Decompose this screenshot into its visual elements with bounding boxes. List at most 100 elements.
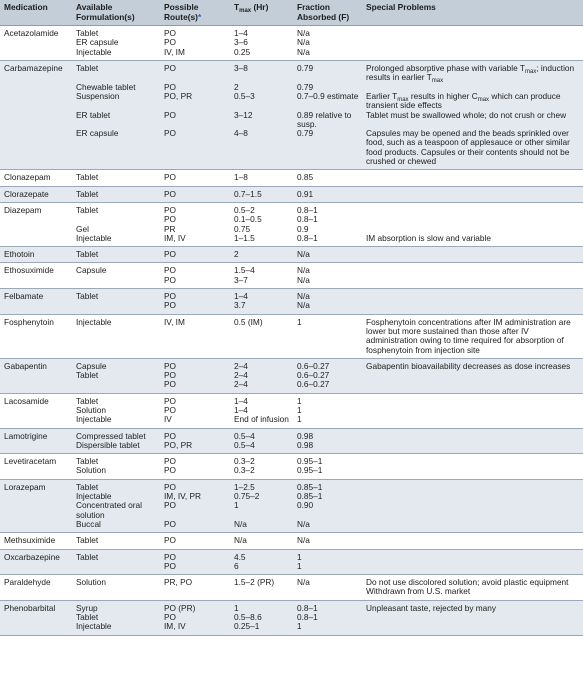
route: PO xyxy=(160,275,230,290)
route: PO xyxy=(160,466,230,480)
table-row: Suspension PO, PR 0.5–3 0.7–0.9 estimate Ear… xyxy=(0,91,583,111)
special-problems xyxy=(362,246,583,264)
formulation: Solution xyxy=(76,577,106,588)
table-row: Injectable IM, IV, PR 0.75–2 0.85–1 xyxy=(0,491,583,502)
fraction-absorbed: 0.95–1 xyxy=(293,466,362,480)
table-row: Chewable tablet PO 2 0.79 xyxy=(0,82,583,92)
drug-group: Ethotoin Tablet PO 2 N/a xyxy=(0,246,583,264)
special-problems xyxy=(362,275,583,290)
tmax: 6 xyxy=(230,561,293,576)
route: PO xyxy=(160,301,230,315)
table-row: PO 0.1–0.5 0.8–1 xyxy=(0,214,583,225)
fraction-absorbed: 1 xyxy=(293,549,362,562)
medication: Carbamazepine xyxy=(0,60,72,171)
subscript: max xyxy=(477,96,490,103)
route: PO xyxy=(160,370,230,381)
route: PO xyxy=(160,129,230,171)
special-problems xyxy=(362,492,583,502)
tmax: 0.25 xyxy=(230,47,293,62)
formulation: Tablet xyxy=(76,28,99,39)
text-segment: ; induction results in earlier T xyxy=(366,63,575,83)
table-row: Solution PO 1–4 1 xyxy=(0,405,583,415)
special-problems xyxy=(362,38,583,47)
route: PO xyxy=(160,358,230,372)
header-cell: Fraction Absorbed (F) xyxy=(293,0,362,27)
fraction-absorbed: 0.8–1 xyxy=(297,214,318,225)
tmax: 1.5–2 (PR) xyxy=(234,577,275,588)
formulation xyxy=(72,561,160,576)
table-row: Tablet PO 2–4 0.6–0.27 xyxy=(0,370,583,381)
route: PR, PO xyxy=(164,577,193,588)
table-row: Concentrated oral solution PO 1 0.90 xyxy=(0,501,583,520)
fraction-absorbed: 0.95–1 xyxy=(297,456,323,467)
table-row: Tablet PO 0.5–8.6 0.8–1 xyxy=(0,612,583,623)
special-problems: Tablet must be swallowed whole; do not c… xyxy=(362,110,583,130)
route: PO xyxy=(164,395,176,406)
table-header: Medication Available Formulation(s) Poss… xyxy=(0,0,583,27)
fraction-absorbed: 0.79 xyxy=(293,82,362,92)
route: PO, PR xyxy=(160,91,230,111)
formulation: Chewable tablet xyxy=(72,82,160,92)
formulation: Tablet xyxy=(72,169,160,187)
medication: Phenobarbital xyxy=(0,600,72,636)
table-row: Buccal PO N/a N/a xyxy=(0,519,583,534)
medication: Felbamate xyxy=(0,288,72,315)
tmax: 4.5 xyxy=(230,549,293,562)
formulation: Injectable xyxy=(72,415,160,429)
tmax: 2–4 xyxy=(230,358,293,372)
fraction-absorbed: 0.6–0.27 xyxy=(293,370,362,381)
table-row: Methsuximide Tablet PO N/a N/a xyxy=(0,532,583,550)
route: IM, IV xyxy=(160,233,230,248)
fraction-absorbed: 1 xyxy=(293,415,362,429)
table-row: Lamotrigine Compressed tablet PO 0.5–4 0.98 xyxy=(0,428,583,455)
formulation: Tablet xyxy=(72,370,160,381)
route: PO xyxy=(164,214,176,225)
special-problems xyxy=(362,501,583,520)
drug-group: Levetiracetam Tablet PO 0.3–2 0.95–1 Solution… xyxy=(0,453,583,480)
fraction-absorbed: 0.8–1 xyxy=(293,612,362,623)
drug-group: Ethosuximide Capsule PO 1.5–4 N/a PO 3–7 N/a xyxy=(0,262,583,290)
table-row: Felbamate Tablet PO 1–4 N/a xyxy=(0,288,583,315)
table-row: Solution PO 0.3–2 0.95–1 xyxy=(0,466,583,480)
header-cell: Medication xyxy=(0,0,72,27)
header-text: (Hr) xyxy=(251,2,269,12)
route: PO (PR) xyxy=(160,600,230,614)
medication: Ethosuximide xyxy=(0,262,72,290)
table-row: Ethosuximide Capsule PO 1.5–4 N/a xyxy=(0,262,583,290)
formulation xyxy=(72,301,160,315)
medication: Gabapentin xyxy=(0,358,72,394)
drug-group: Carbamazepine Tablet PO 3–8 0.79 Prolonged ab… xyxy=(0,60,583,171)
special-problems xyxy=(362,301,583,315)
formulation: ER capsule xyxy=(76,37,119,48)
medication: Lamotrigine xyxy=(0,428,72,455)
route: PO xyxy=(160,110,230,130)
tmax: 1.5–4 xyxy=(234,265,255,276)
formulation xyxy=(72,587,160,601)
special-problems xyxy=(362,215,583,224)
medication: Levetiracetam xyxy=(0,453,72,480)
drug-group: Clonazepam Tablet PO 1–8 0.85 xyxy=(0,169,583,187)
special-problems xyxy=(362,519,583,534)
formulation: Injectable xyxy=(72,314,160,359)
table-row: Fosphenytoin Injectable IV, IM 0.5 (IM) 1 Fos… xyxy=(0,314,583,359)
medication: Oxcarbazepine xyxy=(0,549,72,576)
medication: Ethotoin xyxy=(0,246,72,264)
tmax: 4–8 xyxy=(230,129,293,171)
route: PO xyxy=(160,428,230,441)
route: IV, IM xyxy=(160,47,230,62)
table-row: Carbamazepine Tablet PO 3–8 0.79 Prolonged ab… xyxy=(0,60,583,171)
formulation: Tablet xyxy=(72,246,160,264)
formulation xyxy=(72,380,160,394)
fraction-absorbed: 0.6–0.27 xyxy=(293,380,362,394)
table-row: Injectable IV, IM 0.25 N/a xyxy=(0,47,583,62)
formulation: Injectable xyxy=(72,233,160,248)
special-problems xyxy=(362,549,583,562)
fraction-absorbed: 0.89 relative to susp. xyxy=(293,110,362,130)
tmax: End of infusion xyxy=(230,415,293,429)
formulation: Concentrated oral solution xyxy=(72,501,160,520)
medication: Clonazepam xyxy=(0,169,72,187)
medication: Fosphenytoin xyxy=(0,314,72,359)
drug-group: Clorazepate Tablet PO 0.7–1.5 0.91 xyxy=(0,186,583,203)
fraction-absorbed: 0.8–1 xyxy=(293,600,362,614)
